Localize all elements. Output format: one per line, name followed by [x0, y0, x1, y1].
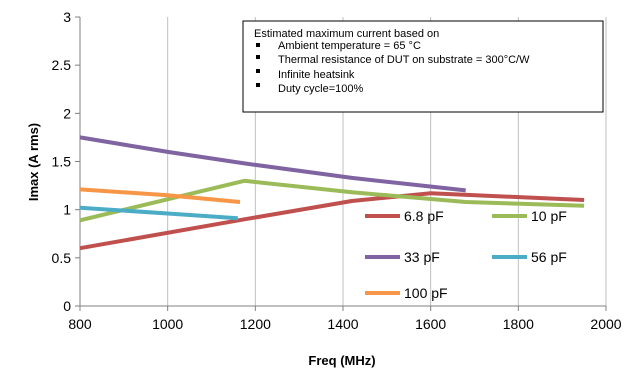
- y-axis-label: Imax (A rms): [26, 123, 41, 201]
- y-tick-label: 1.5: [52, 154, 72, 170]
- legend-item: 100 pF: [365, 285, 448, 301]
- legend-item: 6.8 pF: [365, 208, 444, 224]
- bullet-icon: [256, 55, 260, 59]
- legend-label: 10 pF: [531, 208, 567, 224]
- series-line: [79, 187, 241, 204]
- legend-label: 33 pF: [404, 249, 440, 265]
- annotation-item: Infinite heatsink: [278, 69, 355, 81]
- legend-label: 6.8 pF: [404, 208, 444, 224]
- series-line: [79, 205, 238, 221]
- series-line: [79, 135, 466, 193]
- y-tick-label: 2: [63, 105, 71, 121]
- annotation-item: Thermal resistance of DUT on substrate =…: [278, 54, 530, 66]
- legend-item: 56 pF: [492, 249, 567, 265]
- series-line: [79, 191, 585, 251]
- annotation-title: Estimated maximum current based on: [254, 28, 439, 40]
- y-tick-label: 2.5: [52, 57, 72, 73]
- x-tick-label: 1200: [240, 316, 271, 332]
- x-tick-label: 1600: [415, 316, 446, 332]
- x-tick-label: 2000: [590, 316, 621, 332]
- y-tick-label: 1: [63, 202, 71, 218]
- bullet-icon: [256, 43, 260, 47]
- y-tick-label: 3: [63, 9, 71, 25]
- legend-item: 33 pF: [365, 249, 440, 265]
- x-tick-label: 800: [68, 316, 92, 332]
- annotation-border: [242, 20, 604, 113]
- x-tick-label: 1000: [152, 316, 183, 332]
- annotation-box: Estimated maximum current based on Ambie…: [242, 20, 604, 113]
- y-tick-label: 0: [63, 298, 71, 314]
- bullet-icon: [256, 83, 260, 87]
- chart-axes: [75, 16, 607, 311]
- legend-label: 56 pF: [531, 249, 567, 265]
- x-tick-label: 1800: [503, 316, 534, 332]
- legend-item: 10 pF: [492, 208, 567, 224]
- annotation-item: Duty cycle=100%: [278, 83, 364, 95]
- x-tick-labels: 800 1000 1200 1400 1600 1800 2000: [68, 316, 621, 332]
- annotation-item: Ambient temperature = 65 °C: [278, 40, 421, 52]
- y-tick-label: 0.5: [52, 250, 72, 266]
- y-tick-labels: 0 0.5 1 1.5 2 2.5 3: [52, 9, 72, 314]
- x-tick-label: 1400: [327, 316, 358, 332]
- legend: 6.8 pF 10 pF 33 pF 56 pF 100 pF: [365, 208, 567, 301]
- series-line: [79, 178, 585, 223]
- series-lines: [79, 135, 585, 251]
- legend-label: 100 pF: [404, 285, 448, 301]
- bullet-icon: [256, 69, 260, 73]
- x-axis-label: Freq (MHz): [308, 353, 375, 368]
